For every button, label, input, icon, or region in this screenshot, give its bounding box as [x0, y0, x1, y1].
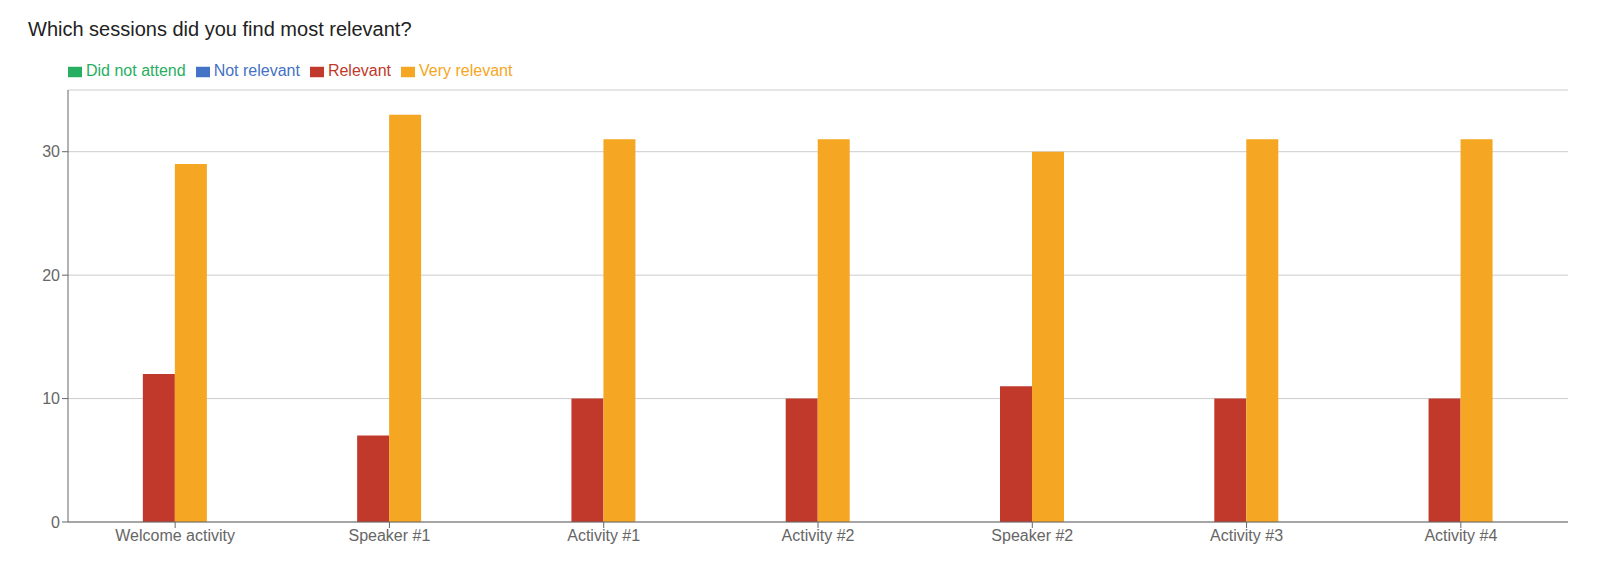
svg-text:20: 20	[42, 267, 60, 284]
html-text:Did not attend: Did not attend	[86, 62, 186, 79]
svg-text:10: 10	[42, 390, 60, 407]
svg-text:0: 0	[51, 514, 60, 531]
html-text:Very relevant: Very relevant	[419, 62, 513, 79]
svg-text:Welcome activity: Welcome activity	[115, 527, 235, 544]
svg-text:Activity #2: Activity #2	[782, 527, 855, 544]
svg-text:Activity #1: Activity #1	[567, 527, 640, 544]
svg-text:Speaker #1: Speaker #1	[349, 527, 431, 544]
svg-text:30: 30	[42, 143, 60, 160]
svg-text:Activity #3: Activity #3	[1210, 527, 1283, 544]
html-text:Relevant: Relevant	[327, 62, 391, 79]
html-text:Not relevant: Not relevant	[213, 62, 300, 79]
svg-text:Speaker #2: Speaker #2	[991, 527, 1073, 544]
html-text:Which sessions did you find mo: Which sessions did you find most relevan…	[28, 18, 412, 40]
svg-text:Activity #4: Activity #4	[1424, 527, 1497, 544]
